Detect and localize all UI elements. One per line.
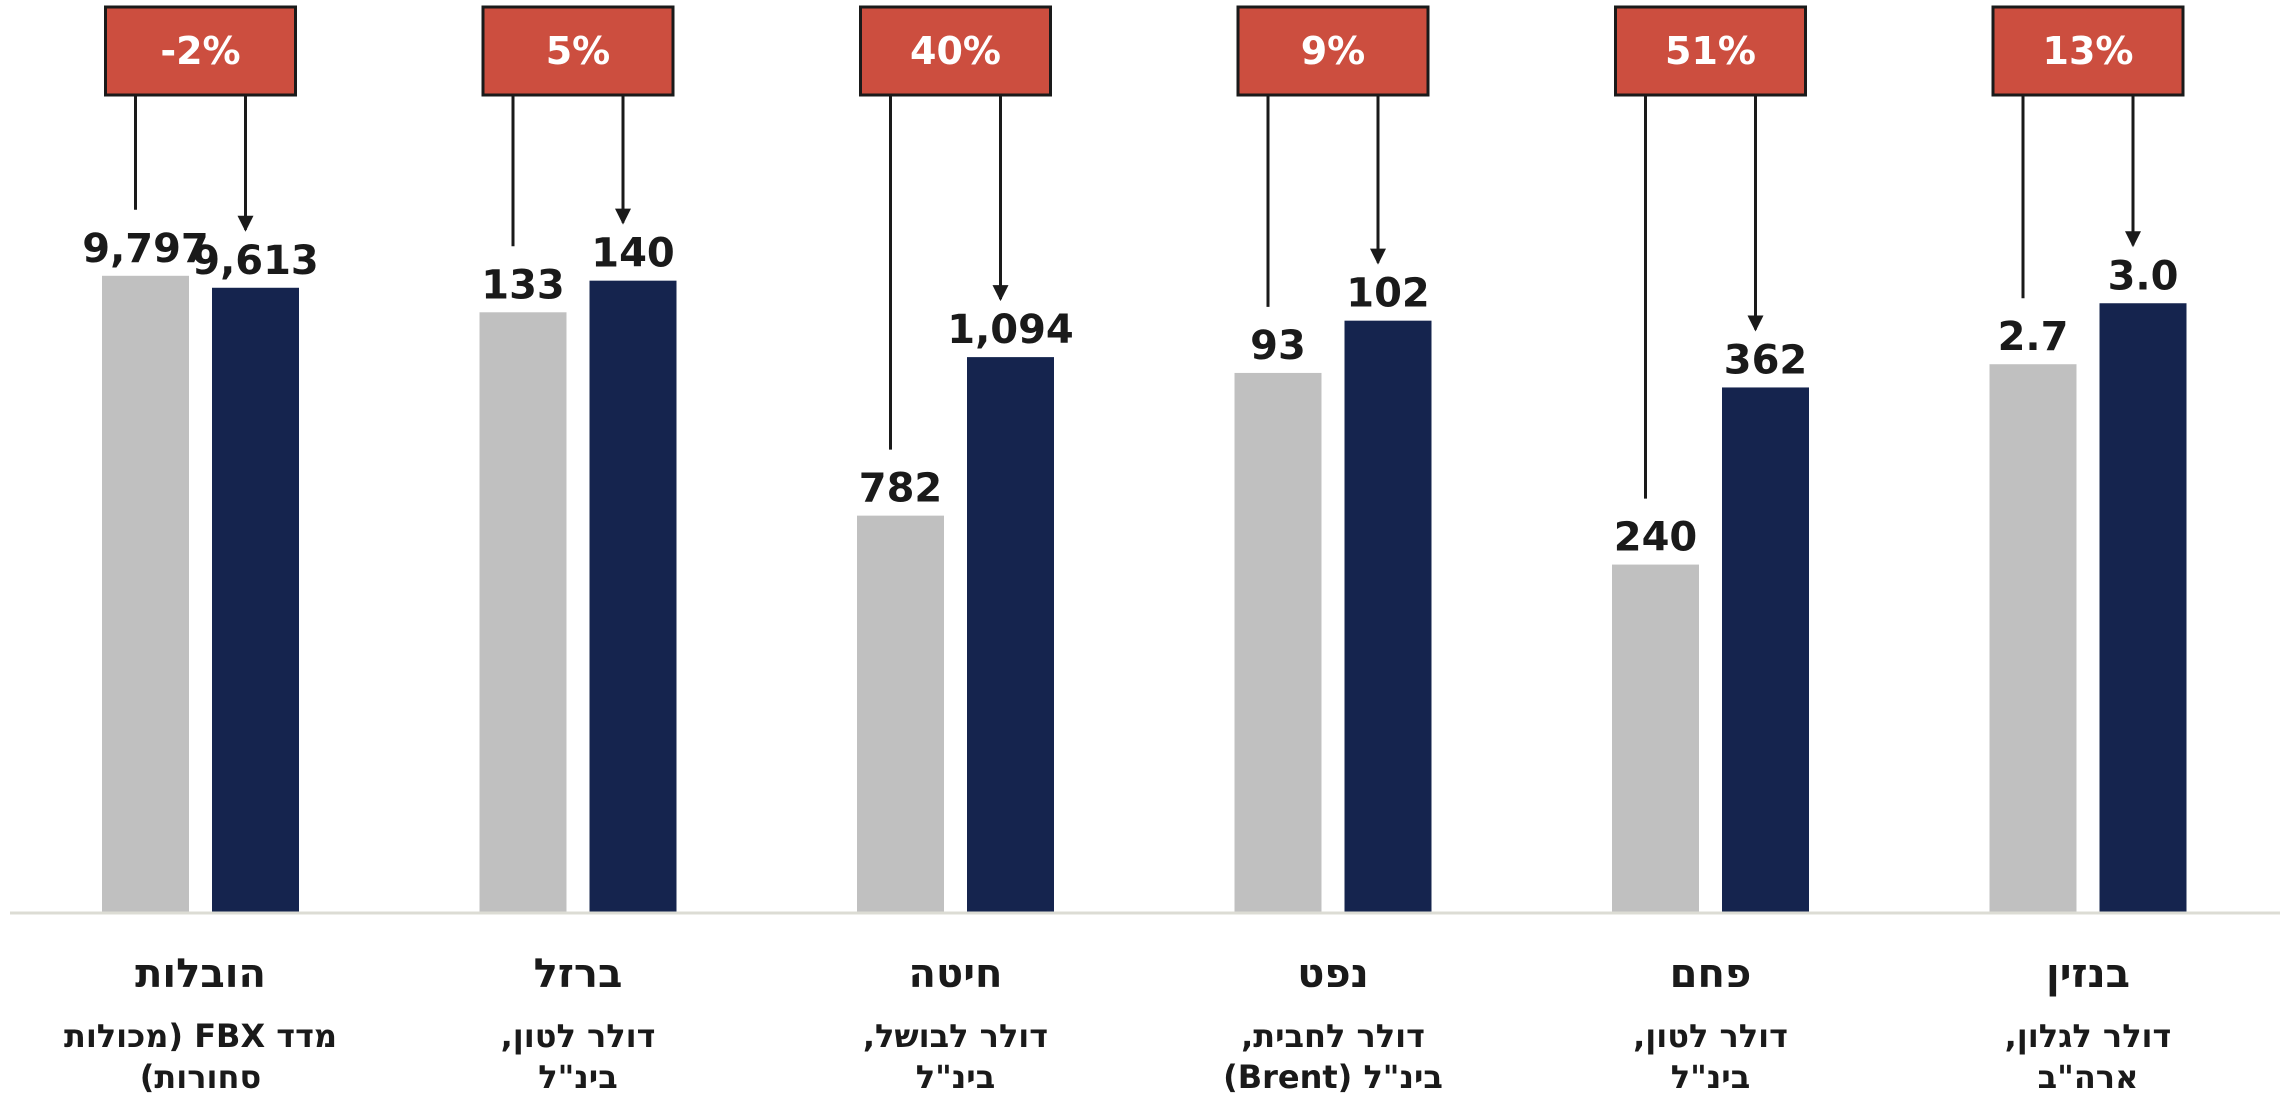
change-label-2: 5% — [546, 29, 611, 73]
change-arrowhead-2 — [615, 208, 631, 225]
change-label-5: 51% — [1665, 29, 1756, 73]
change-box-1 — [104, 5, 297, 97]
bar-before-2 — [479, 312, 567, 913]
category-label-1: הובלות — [135, 951, 266, 997]
category-subtitle-6-line-1: דולר לגלון, — [2005, 1017, 2172, 1055]
bar-after-1 — [212, 287, 299, 913]
value-label-before-3: 782 — [859, 466, 943, 512]
value-label-after-4: 102 — [1346, 271, 1430, 317]
value-label-before-1: 9,797 — [82, 226, 209, 272]
change-box-4 — [1236, 5, 1430, 97]
value-label-after-2: 140 — [591, 231, 675, 277]
change-label-6: 13% — [2043, 29, 2134, 73]
category-label-4: נפט — [1297, 951, 1369, 997]
value-label-before-4: 93 — [1250, 323, 1306, 369]
value-label-before-5: 240 — [1614, 515, 1698, 561]
change-box-5 — [1614, 5, 1807, 97]
bar-before-4 — [1234, 372, 1322, 914]
bar-after-4 — [1344, 320, 1432, 914]
category-label-2: ברזל — [534, 951, 623, 997]
change-arrowhead-1 — [237, 215, 254, 232]
bar-before-5 — [1612, 564, 1699, 913]
change-box-2 — [481, 5, 675, 97]
category-subtitle-6-line-2: ארה"ב — [2038, 1058, 2139, 1096]
category-subtitle-4-line-2: בינ"ל (Brent) — [1223, 1058, 1443, 1096]
change-arrowhead-5 — [1747, 315, 1764, 332]
category-subtitle-1-line-2: סחורות) — [140, 1058, 261, 1096]
category-label-3: חיטה — [909, 951, 1003, 997]
change-arrowhead-4 — [1370, 248, 1386, 265]
category-subtitle-2-line-1: דולר לטון, — [501, 1017, 656, 1055]
category-subtitle-3-line-2: בינ"ל — [916, 1058, 995, 1096]
category-subtitle-4-line-1: דולר לחבית, — [1241, 1017, 1425, 1055]
bar-after-6 — [2099, 303, 2187, 913]
change-box-3 — [859, 5, 1052, 97]
bar-after-3 — [967, 357, 1054, 914]
change-arrowhead-6 — [2125, 231, 2141, 248]
category-subtitle-5-line-1: דולר לטון, — [1633, 1017, 1788, 1055]
value-label-after-3: 1,094 — [947, 307, 1074, 353]
change-label-3: 40% — [910, 29, 1001, 73]
change-arrowhead-3 — [992, 285, 1009, 302]
category-label-6: בנזין — [2046, 951, 2130, 997]
change-label-1: -2% — [160, 29, 240, 73]
category-subtitle-3-line-1: דולר לבושל, — [863, 1017, 1048, 1055]
bar-before-6 — [1989, 364, 2077, 914]
bar-before-3 — [857, 515, 944, 913]
category-label-5: פחם — [1670, 951, 1752, 997]
bar-after-5 — [1722, 387, 1809, 913]
value-label-before-2: 133 — [481, 262, 565, 308]
change-label-4: 9% — [1301, 29, 1366, 73]
category-subtitle-2-line-2: בינ"ל — [538, 1058, 617, 1096]
value-label-after-1: 9,613 — [192, 238, 319, 284]
value-label-after-6: 3.0 — [2108, 253, 2179, 299]
category-subtitle-1-line-1: מדד FBX (מכולות — [64, 1017, 337, 1055]
value-label-before-6: 2.7 — [1998, 314, 2069, 360]
category-subtitle-5-line-2: בינ"ל — [1671, 1058, 1750, 1096]
change-box-6 — [1991, 5, 2185, 97]
value-label-after-5: 362 — [1724, 337, 1808, 383]
bar-after-2 — [589, 280, 677, 914]
bar-before-1 — [102, 275, 189, 914]
